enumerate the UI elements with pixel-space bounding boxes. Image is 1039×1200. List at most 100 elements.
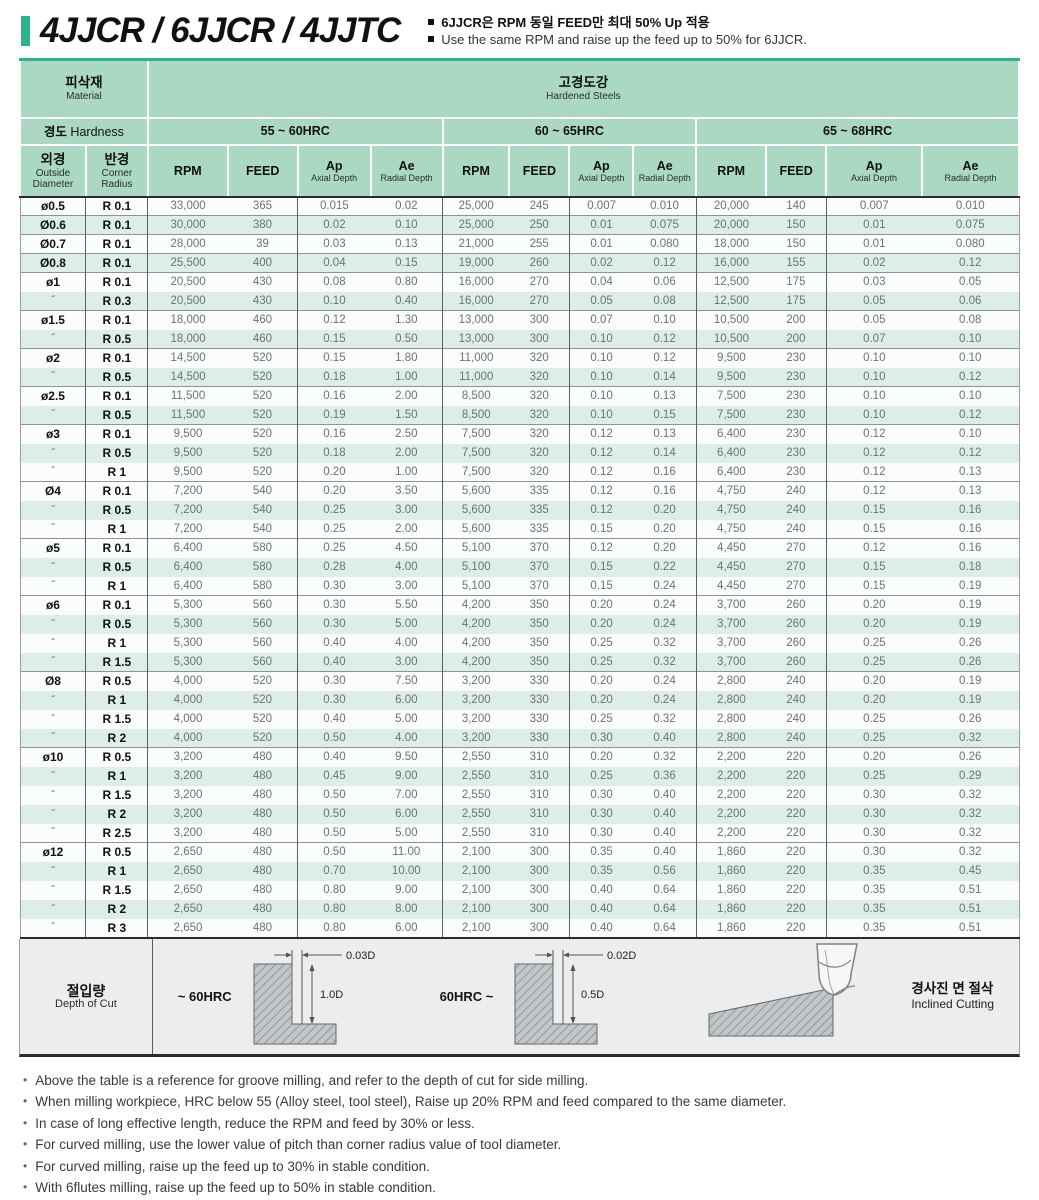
rpm-cell: 3,700 (695, 595, 767, 615)
axial-depth-cell: 0.25 (825, 652, 922, 672)
svg-text:0.03D: 0.03D (346, 950, 375, 962)
title-notes: 6JJCR은 RPM 동일 FEED만 최대 50% Up 적용 Use the… (428, 10, 807, 48)
feed-cell: 520 (252, 370, 273, 383)
hardness-range-cell: 65 ~ 68HRC (695, 116, 1020, 146)
rpm-cell: 11,000 (442, 367, 510, 387)
svg-text:0.02D: 0.02D (607, 950, 636, 962)
radial-depth-cell: 0.15 (370, 253, 443, 273)
axial-depth-cell: 0.12 (568, 443, 634, 463)
feed-cell: 230 (766, 386, 827, 406)
corner-radius-cell: R 1 (85, 519, 148, 539)
rpm-cell: 7,200 (147, 500, 228, 520)
feed-cell: 520 (252, 408, 273, 421)
corner-radius-cell: R 1.5 (85, 880, 148, 900)
diameter-cell: ø12 (19, 842, 86, 862)
feed-cell: 240 (766, 481, 827, 501)
feed-cell: 560 (252, 618, 273, 630)
diameter-cell: ˝ (19, 519, 86, 539)
rpm-cell: 12,500 (695, 272, 767, 292)
feed-cell: 175 (786, 294, 806, 307)
radial-depth-cell: 1.00 (395, 370, 418, 383)
rpm-cell: 6,400 (147, 576, 228, 596)
radial-depth-cell: 0.12 (633, 253, 697, 273)
corner-radius-cell: R 0.3 (85, 291, 148, 311)
rpm-cell: 5,600 (442, 481, 510, 501)
feed-cell: 480 (227, 747, 298, 767)
radial-depth-cell: 0.51 (921, 880, 1020, 900)
radial-depth-cell: 0.20 (633, 538, 697, 558)
axial-depth-cell: 0.30 (568, 804, 634, 824)
radial-depth-cell: 0.080 (921, 234, 1020, 254)
feed-cell: 520 (227, 424, 298, 444)
diameter-cell: ø10 (19, 747, 86, 767)
rpm-cell: 4,200 (442, 595, 510, 615)
axial-depth-cell: 0.25 (297, 519, 371, 539)
rpm-cell: 4,450 (695, 557, 767, 577)
table-row: ˝ R 0.5 11,500 520 0.19 1.50 8,500 320 0.10 0.15 7… (19, 405, 1020, 425)
radial-depth-cell: 0.56 (653, 865, 676, 877)
radial-depth-cell: 5.00 (395, 713, 418, 725)
rpm-cell: 25,000 (442, 196, 510, 216)
feed-cell: 230 (766, 348, 827, 368)
feed-cell: 350 (529, 637, 549, 649)
axial-depth-cell: 0.02 (825, 253, 922, 273)
feed-cell: 240 (786, 731, 806, 744)
table-row: ø10 R 0.5 3,200 480 0.40 9.50 2,550 310 0.20 0.32… (19, 747, 1020, 767)
feed-cell: 220 (786, 903, 806, 915)
footnote-item: • When milling workpiece, HRC below 55 (A… (19, 1091, 1020, 1113)
corner-radius-cell: R 0.1 (85, 348, 148, 368)
svg-text:1.0D: 1.0D (320, 989, 343, 1001)
table-row: ˝ R 2 2,650 480 0.80 8.00 2,100 300 0.40 0.64 1,86… (19, 899, 1020, 919)
rpm-cell: 3,200 (442, 709, 510, 729)
bullet-icon: • (23, 1180, 28, 1194)
axial-depth-cell: 0.50 (297, 823, 371, 843)
rpm-cell: 6,400 (695, 462, 767, 482)
rpm-cell: 18,000 (695, 234, 767, 254)
rpm-cell: 2,650 (147, 899, 228, 919)
corner-radius-cell: R 2 (85, 804, 148, 824)
rpm-cell: 11,000 (442, 348, 510, 368)
rpm-cell: 7,500 (695, 405, 767, 425)
radial-depth-cell: 2.00 (370, 386, 443, 406)
corner-radius-cell: R 1 (85, 633, 148, 653)
radial-depth-cell: 0.15 (653, 408, 676, 421)
rpm-cell: 7,200 (147, 481, 228, 501)
axial-depth-cell: 0.30 (297, 595, 371, 615)
diameter-cell: ˝ (19, 576, 86, 596)
radial-depth-cell: 0.13 (633, 424, 697, 444)
diameter-cell: ˝ (19, 785, 86, 805)
feed-cell: 430 (227, 272, 298, 292)
radial-depth-cell: 6.00 (395, 808, 418, 820)
rpm-cell: 7,200 (147, 519, 228, 539)
square-bullet-icon (428, 19, 435, 25)
corner-radius-cell: R 0.5 (85, 557, 148, 577)
feed-cell: 310 (529, 826, 549, 839)
rpm-cell: 10,500 (695, 329, 767, 349)
feed-cell: 300 (509, 918, 570, 939)
feed-cell: 480 (252, 826, 273, 839)
table-row: ˝ R 3 2,650 480 0.80 6.00 2,100 300 0.40 0.64 1,86… (19, 918, 1020, 939)
rpm-cell: 5,300 (147, 614, 228, 634)
footnote-item: • For curved milling, use the lower value… (19, 1134, 1020, 1156)
axial-depth-cell: 0.01 (825, 215, 922, 235)
table-row: ø2 R 0.1 14,500 520 0.15 1.80 11,000 320 0.10 0.1… (19, 348, 1020, 368)
axial-depth-cell: 0.18 (297, 443, 371, 463)
diameter-cell: ˝ (19, 804, 86, 824)
axial-depth-cell: 0.25 (825, 709, 922, 729)
diameter-cell: ˝ (19, 690, 86, 710)
rpm-cell: 3,200 (442, 728, 510, 748)
radial-depth-cell: 11.00 (370, 842, 443, 862)
diameter-cell: ø2 (19, 348, 86, 368)
footnote-text: When milling workpiece, HRC below 55 (Al… (35, 1094, 787, 1109)
rpm-cell: 8,500 (442, 405, 510, 425)
axial-depth-cell: 0.007 (825, 196, 922, 216)
rpm-cell: 9,500 (147, 424, 228, 444)
hardness-range-cell: 55 ~ 60HRC (146, 116, 444, 146)
rpm-cell: 4,750 (695, 500, 767, 520)
rpm-cell: 16,000 (442, 291, 510, 311)
axial-depth-cell: 0.20 (568, 747, 634, 767)
diameter-cell: ˝ (19, 709, 86, 729)
axial-depth-cell: 0.12 (825, 481, 922, 501)
feed-cell: 480 (252, 808, 273, 820)
axial-depth-cell: 0.40 (568, 880, 634, 900)
